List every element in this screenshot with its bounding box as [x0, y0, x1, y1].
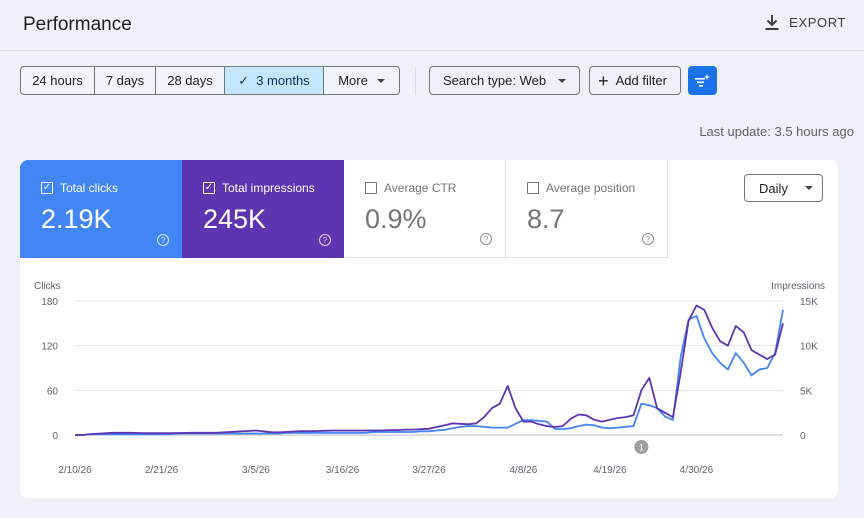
x-tick-label: 3/27/26	[412, 465, 446, 476]
metric-label: Total clicks	[60, 181, 119, 195]
metric-value: 2.19K	[41, 204, 112, 234]
granularity-label: Daily	[759, 180, 788, 196]
page-title: Performance	[23, 14, 132, 35]
metric-value: 0.9%	[365, 204, 427, 234]
range-3-months[interactable]: ✓ 3 months	[225, 67, 324, 94]
date-range-selector: 24 hours 7 days 28 days ✓ 3 months More	[20, 66, 400, 95]
left-tick-label: 60	[47, 386, 59, 397]
x-tick-label: 3/5/26	[242, 465, 270, 476]
granularity-dropdown[interactable]: Daily	[744, 174, 823, 202]
range-24-hours[interactable]: 24 hours	[21, 67, 95, 94]
caret-down-icon	[804, 186, 813, 190]
metric-average-ctr[interactable]: Average CTR 0.9% ?	[344, 160, 506, 258]
range-7-days[interactable]: 7 days	[95, 67, 156, 94]
page-header: Performance EXPORT	[0, 0, 864, 51]
search-type-dropdown[interactable]: Search type: Web	[429, 66, 581, 95]
filter-sparkle-icon	[695, 73, 711, 87]
checkbox-unchecked-icon[interactable]	[365, 182, 377, 194]
range-label: 7 days	[105, 73, 145, 88]
download-icon	[765, 15, 779, 30]
left-tick-label: 0	[52, 431, 58, 442]
performance-chart: 180 15K 120 10K 60 5K 0 0 Clicks Impressions 2/10/…	[34, 281, 825, 476]
series-line-clicks	[75, 309, 784, 436]
range-label: 28 days	[167, 73, 213, 88]
metric-label: Average position	[546, 181, 636, 195]
checkbox-checked-icon[interactable]: ✓	[41, 182, 53, 194]
x-tick-label: 3/16/26	[326, 465, 360, 476]
left-axis-label: Clicks	[34, 281, 61, 292]
help-icon[interactable]: ?	[480, 233, 492, 245]
x-tick-label: 4/19/26	[593, 465, 627, 476]
right-tick-label: 10K	[800, 342, 818, 353]
metric-label: Average CTR	[384, 181, 457, 195]
right-tick-label: 15K	[800, 297, 818, 308]
left-tick-label: 180	[41, 297, 58, 308]
right-tick-label: 0	[800, 431, 806, 442]
help-icon[interactable]: ?	[319, 234, 331, 246]
checkbox-unchecked-icon[interactable]	[527, 182, 539, 194]
range-label: 3 months	[256, 73, 310, 88]
performance-card: ✓ Total clicks 2.19K ? ✓ Total impressio…	[20, 160, 838, 498]
right-axis-label: Impressions	[771, 281, 825, 292]
metric-total-clicks[interactable]: ✓ Total clicks 2.19K ?	[20, 160, 182, 258]
export-button[interactable]: EXPORT	[764, 14, 846, 31]
check-icon: ✓	[238, 72, 250, 88]
right-tick-label: 5K	[800, 386, 813, 397]
search-type-label: Search type: Web	[443, 73, 547, 88]
metric-total-impressions[interactable]: ✓ Total impressions 245K ?	[182, 160, 344, 258]
help-icon[interactable]: ?	[642, 233, 654, 245]
help-icon[interactable]: ?	[157, 234, 169, 246]
add-filter-button[interactable]: + Add filter	[589, 66, 681, 95]
x-tick-label: 2/10/26	[58, 465, 92, 476]
metric-average-position[interactable]: Average position 8.7 ?	[506, 160, 668, 258]
caret-down-icon	[376, 78, 385, 83]
x-tick-label: 4/30/26	[680, 465, 714, 476]
annotation-label: 1	[639, 443, 644, 453]
metric-label: Total impressions	[222, 181, 315, 195]
series-line-impressions	[75, 304, 784, 436]
range-28-days[interactable]: 28 days	[156, 67, 225, 94]
export-label: EXPORT	[789, 15, 846, 30]
range-more-dropdown[interactable]: More	[324, 67, 399, 94]
more-label: More	[338, 73, 368, 88]
filter-bar: 24 hours 7 days 28 days ✓ 3 months More …	[20, 66, 717, 95]
filter-settings-button[interactable]	[687, 66, 717, 95]
divider	[415, 66, 416, 95]
plus-icon: +	[598, 70, 609, 91]
left-tick-label: 120	[41, 342, 58, 353]
last-update-text: Last update: 3.5 hours ago	[699, 124, 854, 139]
caret-down-icon	[558, 78, 567, 83]
x-tick-label: 4/8/26	[509, 465, 537, 476]
annotation-marker	[634, 440, 649, 454]
x-tick-label: 2/21/26	[145, 465, 179, 476]
checkbox-checked-icon[interactable]: ✓	[203, 182, 215, 194]
range-label: 24 hours	[32, 73, 83, 88]
add-filter-label: Add filter	[615, 73, 667, 88]
metric-value: 8.7	[527, 204, 565, 234]
metric-value: 245K	[203, 204, 267, 234]
